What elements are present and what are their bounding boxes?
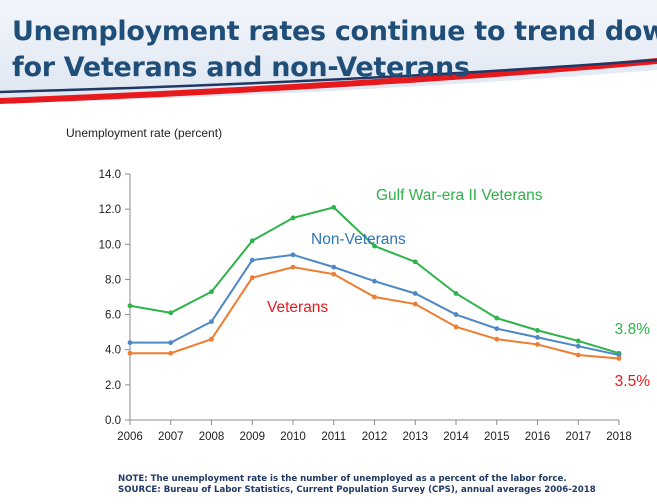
source-text: SOURCE: Bureau of Labor Statistics, Curr… — [118, 485, 596, 495]
y-axis-title: Unemployment rate (percent) — [66, 126, 222, 140]
data-point-gulf-war-era-ii-veterans — [168, 310, 174, 316]
data-point-veterans — [412, 301, 418, 307]
x-tick-label: 2007 — [158, 431, 184, 443]
data-point-non-veterans — [209, 319, 214, 324]
data-point-veterans — [290, 264, 296, 270]
data-point-non-veterans — [494, 326, 500, 332]
y-tick-label: 10.0 — [99, 239, 121, 251]
series-line-non-veterans — [130, 253, 620, 356]
x-tick-label: 2018 — [606, 431, 632, 443]
header-swoosh — [0, 58, 657, 104]
data-point-non-veterans — [290, 252, 296, 258]
data-point-gulf-war-era-ii-veterans — [127, 303, 133, 309]
data-point-gulf-war-era-ii-veterans — [331, 204, 337, 210]
x-tick-label: 2014 — [443, 431, 469, 443]
y-tick-label: 14.0 — [99, 169, 121, 181]
data-point-non-veterans — [249, 257, 255, 263]
x-tick-label: 2008 — [199, 431, 225, 443]
data-point-non-veterans — [372, 278, 377, 284]
data-point-veterans — [331, 271, 337, 277]
footnote: NOTE: The unemployment rate is the numbe… — [118, 474, 648, 496]
y-tick-label: 12.0 — [99, 204, 121, 216]
data-point-non-veterans — [127, 340, 133, 346]
data-point-gulf-war-era-ii-veterans — [453, 291, 459, 296]
y-tick-label: 4.0 — [105, 345, 121, 357]
data-point-gulf-war-era-ii-veterans — [412, 259, 418, 265]
series-label-non-veterans: Non-Veterans — [311, 231, 406, 248]
data-point-gulf-war-era-ii-veterans — [249, 238, 255, 244]
end-value-label: 3.8% — [615, 321, 651, 338]
series-label-veterans: Veterans — [267, 299, 328, 316]
data-point-non-veterans — [616, 352, 622, 358]
x-tick-label: 2006 — [117, 431, 143, 443]
data-point-gulf-war-era-ii-veterans — [290, 215, 296, 221]
data-point-gulf-war-era-ii-veterans — [209, 289, 214, 295]
x-tick-label: 2015 — [484, 431, 510, 443]
data-point-non-veterans — [575, 343, 581, 349]
y-tick-label: 6.0 — [105, 310, 121, 322]
y-tick-label: 2.0 — [105, 380, 121, 392]
y-tick-label: 0.0 — [105, 415, 121, 427]
data-point-non-veterans — [453, 312, 459, 317]
note-text: NOTE: The unemployment rate is the numbe… — [118, 474, 567, 484]
data-point-veterans — [249, 275, 255, 281]
x-tick-label: 2010 — [280, 431, 306, 443]
slide-header: Unemployment rates continue to trend dow… — [0, 0, 657, 104]
end-value-label: 3.5% — [615, 373, 651, 390]
data-point-gulf-war-era-ii-veterans — [372, 243, 377, 249]
data-point-non-veterans — [535, 335, 540, 340]
page-title: Unemployment rates continue to trend dow… — [12, 14, 657, 86]
x-tick-label: 2011 — [321, 431, 346, 443]
data-point-veterans — [494, 336, 500, 342]
x-tick-label: 2009 — [239, 431, 265, 443]
data-point-non-veterans — [412, 291, 418, 296]
data-point-veterans — [209, 336, 214, 342]
data-point-gulf-war-era-ii-veterans — [535, 327, 540, 333]
data-point-non-veterans — [168, 340, 174, 346]
unemployment-line-chart: Unemployment rate (percent) 0.0 2.0 4.0 6.0 8… — [66, 126, 651, 443]
x-tick-label: 2013 — [402, 431, 428, 443]
data-point-veterans — [616, 356, 622, 361]
data-point-veterans — [372, 294, 377, 300]
data-point-veterans — [127, 350, 133, 356]
y-tick-label: 8.0 — [105, 274, 121, 286]
data-point-non-veterans — [331, 264, 337, 270]
x-tick-label: 2016 — [525, 431, 551, 443]
data-point-veterans — [453, 324, 459, 330]
data-point-veterans — [575, 352, 581, 358]
x-tick-label: 2017 — [565, 431, 591, 443]
data-point-gulf-war-era-ii-veterans — [575, 338, 581, 344]
data-point-veterans — [535, 342, 540, 347]
title-line-1: Unemployment rates continue to trend dow… — [12, 16, 657, 47]
x-tick-label: 2012 — [362, 431, 388, 443]
data-point-veterans — [168, 350, 174, 356]
data-point-gulf-war-era-ii-veterans — [494, 315, 500, 321]
series-label-gulf-war-era-ii-veterans: Gulf War-era II Veterans — [376, 187, 543, 204]
title-line-2: for Veterans and non-Veterans — [12, 52, 470, 83]
